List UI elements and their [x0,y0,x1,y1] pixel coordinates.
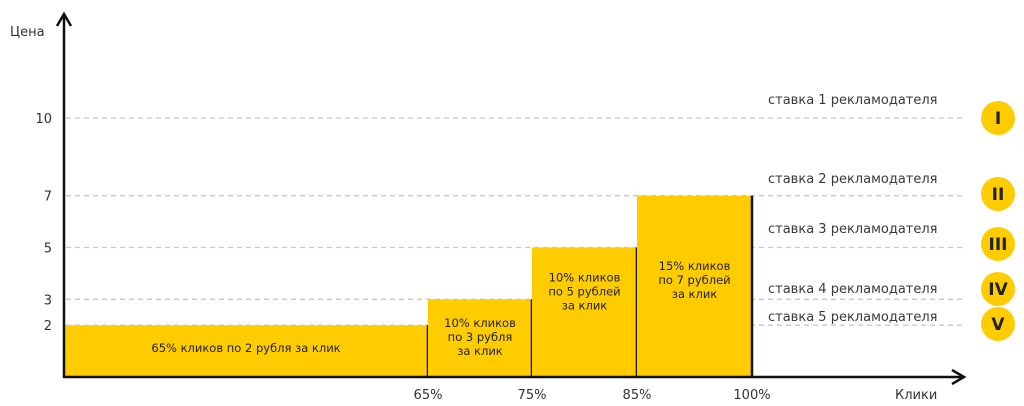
bid-label: ставка 1 рекламодателя [768,93,938,108]
x-axis-label: Клики [895,388,937,403]
bar-label: 10% кликов по 5 рублей за клик [548,270,620,312]
bid-badge-numeral: I [995,109,1001,129]
x-tick-label: 100% [733,388,770,403]
bid-badge [981,307,1015,341]
axes: Цена Клики [10,11,967,403]
bid-badge-numeral: II [992,185,1005,205]
bar [637,195,752,377]
bid-badge [981,272,1015,306]
bid-label: ставка 3 рекламодателя [768,222,938,237]
bid-badge-numeral: IV [988,280,1008,300]
y-tick-label: 2 [44,319,52,334]
bars: 65% кликов по 2 рубля за клик 10% кликов п… [64,195,754,377]
bid-badge-numeral: III [989,235,1008,255]
bid-badge [981,101,1015,135]
bid-badge-numeral: V [991,315,1005,335]
y-tick-label: 10 [35,112,52,127]
bar-label: 10% кликов по 3 рубля за клик [444,316,516,358]
bid-badge [981,177,1015,211]
y-tick-label: 3 [44,293,52,308]
bar [428,299,532,377]
bar [532,247,637,377]
x-axis-arrow [951,368,967,386]
x-tick-label: 85% [623,388,652,403]
tick-labels: 10 7 5 3 2 65% 75% 85% 100% [35,112,770,403]
x-tick-label: 75% [518,388,547,403]
bar-label: 15% кликов по 7 рублей за клик [658,259,730,301]
bar-label: 65% кликов по 2 рубля за клик [151,341,340,355]
y-axis-label: Цена [10,25,45,40]
bar [64,325,428,377]
bid-label: ставка 5 рекламодателя [768,310,938,325]
x-tick-label: 65% [414,388,443,403]
y-tick-label: 7 [44,190,52,205]
y-axis-arrow [55,11,73,27]
bid-label: ставка 4 рекламодателя [768,282,938,297]
bid-badge [981,227,1015,261]
y-tick-label: 5 [44,242,52,257]
bid-label: ставка 2 рекламодателя [768,172,938,187]
